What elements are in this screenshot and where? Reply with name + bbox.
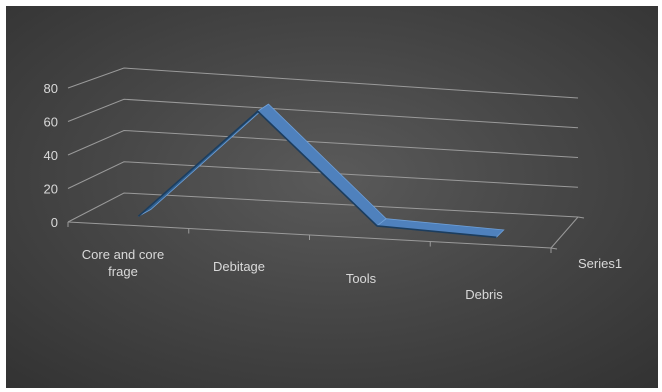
- y-tick-label: 60: [44, 115, 58, 130]
- x-tick-labels: Core and core frage Debitage Tools Debris: [82, 247, 503, 302]
- chart-svg: 0 20 40 60 80 Core and core frage Debitage Tool…: [44, 67, 622, 302]
- depth-tick-mark: [550, 247, 558, 250]
- y-tick-label: 80: [44, 81, 58, 96]
- depth-axis-line: [550, 216, 579, 249]
- x-tick-label: Debitage: [213, 259, 265, 274]
- x-tick-label: Core and core frage: [82, 247, 164, 279]
- series-ribbon: [137, 103, 505, 239]
- floor: [67, 216, 585, 253]
- y-tick-label: 40: [44, 148, 58, 163]
- depth-axis-labels: Series1: [578, 256, 622, 271]
- x-tick-label: Tools: [346, 271, 377, 286]
- gridline-40: [67, 129, 579, 158]
- gridlines: [67, 67, 579, 223]
- y-tick-label: 20: [44, 182, 58, 197]
- depth-tick-mark: [577, 216, 585, 219]
- gridline-80: [67, 67, 579, 99]
- chart-area: 0 20 40 60 80 Core and core frage Debitage Tool…: [6, 6, 658, 388]
- ribbon-segment-2: [257, 103, 387, 227]
- depth-axis-label: Series1: [578, 256, 622, 271]
- x-tick-label: Debris: [465, 287, 503, 302]
- gridline-0: [67, 192, 579, 223]
- y-tick-labels: 0 20 40 60 80: [44, 81, 58, 230]
- y-tick-label: 0: [51, 215, 58, 230]
- gridline-60: [67, 98, 579, 129]
- gridline-20: [67, 161, 579, 189]
- series-line-front-edge: [137, 110, 497, 239]
